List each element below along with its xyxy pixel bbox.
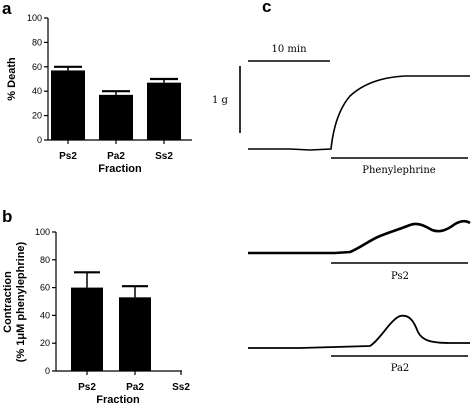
bar-ps2 bbox=[71, 287, 103, 371]
category-label-pa2: Pa2 bbox=[126, 382, 144, 393]
chart-b-ylabel-line1: Contraction bbox=[2, 271, 14, 333]
chart-b: Fraction Contraction (% 1μM phenylephrin… bbox=[2, 227, 190, 406]
trace-phenylephrine bbox=[248, 75, 470, 151]
panel-label-b: b bbox=[2, 207, 12, 226]
chart-a: Fraction % Death 0 20 40 60 80 100 Ps2 Pa2 Ss2 bbox=[6, 13, 192, 175]
label-pa2: Pa2 bbox=[391, 363, 410, 374]
category-label-pa2: Pa2 bbox=[107, 151, 125, 162]
category-label-ss2: Ss2 bbox=[155, 151, 173, 162]
y-tick-label: 100 bbox=[27, 13, 42, 23]
y-tick-label: 40 bbox=[40, 310, 50, 320]
y-tick-label: 0 bbox=[37, 135, 42, 145]
time-scale-label: 10 min bbox=[271, 44, 307, 55]
y-tick-label: 60 bbox=[32, 62, 42, 72]
chart-b-xlabel: Fraction bbox=[96, 394, 140, 406]
chart-a-xlabel: Fraction bbox=[98, 163, 142, 175]
bar-pa2 bbox=[99, 94, 133, 140]
chart-b-ylabel-line2: (% 1μM phenylephrine) bbox=[15, 241, 27, 362]
force-scale-label: 1 g bbox=[212, 95, 229, 106]
y-tick-label: 0 bbox=[45, 366, 50, 376]
panel-c-traces: 10 min 1 g Phenylephrine Ps2 Pa2 bbox=[212, 44, 471, 374]
chart-a-ylabel: % Death bbox=[6, 57, 18, 101]
category-label-ps2: Ps2 bbox=[59, 151, 77, 162]
bar-ps2 bbox=[51, 70, 85, 140]
y-tick-label: 40 bbox=[32, 86, 42, 96]
label-ps2: Ps2 bbox=[391, 271, 409, 282]
bar-pa2 bbox=[119, 297, 151, 371]
y-tick-label: 80 bbox=[32, 37, 42, 47]
y-tick-label: 20 bbox=[32, 111, 42, 121]
panel-label-c: c bbox=[262, 0, 271, 16]
category-label-ss2: Ss2 bbox=[172, 382, 190, 393]
trace-pa2 bbox=[248, 314, 470, 349]
y-tick-label: 20 bbox=[40, 338, 50, 348]
category-label-ps2: Ps2 bbox=[78, 382, 96, 393]
trace-ps2 bbox=[248, 219, 471, 255]
y-tick-label: 100 bbox=[35, 227, 50, 237]
y-tick-label: 60 bbox=[40, 283, 50, 293]
bar-ss2 bbox=[147, 82, 181, 140]
y-tick-label: 80 bbox=[40, 255, 50, 265]
label-phenylephrine: Phenylephrine bbox=[362, 165, 436, 176]
panel-label-a: a bbox=[2, 0, 12, 18]
